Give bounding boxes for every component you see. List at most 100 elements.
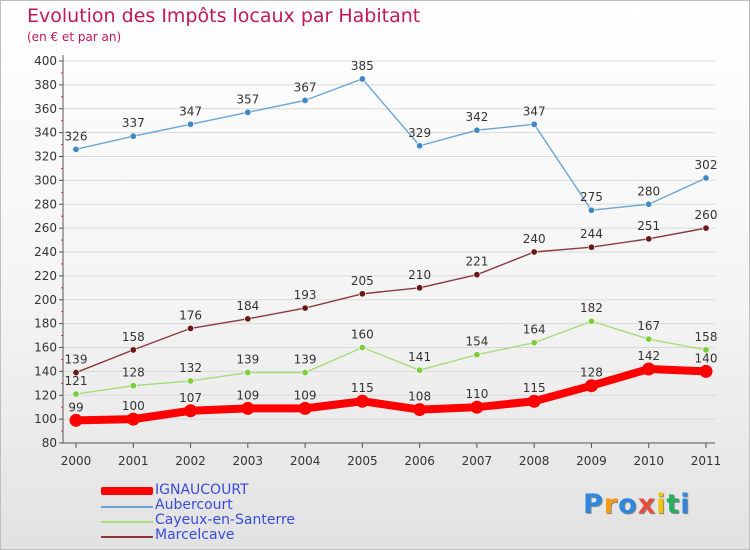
data-point-aubercourt	[72, 145, 80, 153]
data-point-cayeux-en-santerre	[244, 369, 252, 377]
data-point-marcelcave	[301, 304, 309, 312]
y-tick-label: 100	[34, 412, 57, 426]
x-tick-label: 2006	[404, 454, 435, 468]
legend-label: Marcelcave	[155, 527, 235, 543]
grid	[63, 60, 715, 444]
data-label-cayeux-en-santerre: 164	[523, 323, 546, 337]
data-point-cayeux-en-santerre	[645, 335, 653, 343]
data-label-marcelcave: 205	[351, 274, 374, 288]
data-point-ignaucourt	[470, 400, 484, 414]
data-point-cayeux-en-santerre	[301, 369, 309, 377]
data-point-ignaucourt	[184, 404, 198, 418]
data-point-aubercourt	[702, 174, 710, 182]
data-point-aubercourt	[645, 200, 653, 208]
y-tick-label: 120	[34, 388, 57, 402]
data-point-cayeux-en-santerre	[702, 346, 710, 354]
data-label-ignaucourt: 109	[236, 388, 259, 402]
data-label-cayeux-en-santerre: 132	[179, 361, 202, 375]
data-point-marcelcave	[358, 290, 366, 298]
legend-swatch-aubercourt	[101, 506, 153, 508]
proxiti-logo: Proxiti	[583, 489, 691, 520]
y-tick-label: 140	[34, 364, 57, 378]
data-label-marcelcave: 244	[580, 227, 603, 241]
y-tick-label: 300	[34, 173, 57, 187]
data-label-marcelcave: 139	[65, 353, 88, 367]
data-point-ignaucourt	[298, 401, 312, 415]
data-label-ignaucourt: 109	[294, 388, 317, 402]
x-tick-label: 2007	[462, 454, 493, 468]
data-label-marcelcave: 210	[408, 268, 431, 282]
x-axis-ticks: 2000 2001 2002 2003 2004 2005 2006 2007 2008 2009…	[61, 443, 721, 468]
y-tick-label: 360	[34, 102, 57, 116]
data-point-cayeux-en-santerre	[416, 366, 424, 374]
data-point-ignaucourt	[413, 403, 427, 417]
data-label-aubercourt: 326	[65, 129, 88, 143]
axes	[62, 55, 715, 444]
data-label-cayeux-en-santerre: 182	[580, 301, 603, 315]
data-point-marcelcave	[72, 369, 80, 377]
data-point-aubercourt	[301, 96, 309, 104]
legend-label: Aubercourt	[155, 497, 233, 513]
data-label-aubercourt: 329	[408, 126, 431, 140]
series-line-ignaucourt	[72, 364, 710, 425]
data-label-ignaucourt: 108	[408, 390, 431, 404]
y-tick-label: 200	[34, 293, 57, 307]
logo-letter: i	[656, 489, 667, 520]
y-tick-label: 260	[34, 221, 57, 235]
chart-subtitle: (en € et par an)	[27, 30, 122, 44]
value-labels: 326 337 347 357 367 385 329 342 347 275 280 302 121 1…	[65, 59, 718, 414]
data-point-aubercourt	[587, 206, 595, 214]
data-point-ignaucourt	[699, 364, 713, 378]
data-label-ignaucourt: 107	[179, 391, 202, 405]
data-label-cayeux-en-santerre: 139	[294, 353, 317, 367]
data-point-aubercourt	[129, 132, 137, 140]
data-point-marcelcave	[530, 248, 538, 256]
y-tick-label: 400	[34, 54, 57, 68]
x-tick-label: 2005	[347, 454, 378, 468]
data-label-cayeux-en-santerre: 154	[465, 335, 488, 349]
data-point-cayeux-en-santerre	[530, 339, 538, 347]
x-tick-label: 2009	[576, 454, 607, 468]
logo-letter: r	[603, 489, 619, 520]
data-label-ignaucourt: 110	[465, 387, 488, 401]
data-point-ignaucourt	[241, 401, 255, 415]
data-label-aubercourt: 280	[637, 184, 660, 198]
data-point-ignaucourt	[126, 412, 140, 426]
y-axis-ticks: 80 100 120 140 160 180 200 220 240 260 280 300 320 34…	[34, 54, 63, 450]
x-tick-label: 2000	[61, 454, 92, 468]
data-label-marcelcave: 158	[122, 330, 145, 344]
data-label-cayeux-en-santerre: 141	[408, 350, 431, 364]
data-point-aubercourt	[187, 120, 195, 128]
chart-title: Evolution des Impôts locaux par Habitant	[27, 5, 421, 27]
data-label-ignaucourt: 99	[68, 400, 83, 414]
series-line-cayeux-en-santerre	[75, 320, 707, 395]
data-point-ignaucourt	[355, 394, 369, 408]
data-point-aubercourt	[530, 120, 538, 128]
series-line-marcelcave	[75, 227, 707, 374]
data-point-ignaucourt	[584, 379, 598, 393]
data-label-aubercourt: 302	[695, 158, 718, 172]
data-point-cayeux-en-santerre	[72, 390, 80, 398]
logo-letter: P	[583, 489, 604, 520]
data-label-cayeux-en-santerre: 167	[637, 319, 660, 333]
data-label-aubercourt: 367	[294, 80, 317, 94]
data-label-marcelcave: 260	[695, 208, 718, 222]
data-point-cayeux-en-santerre	[129, 382, 137, 390]
legend-swatch-cayeux	[101, 521, 153, 523]
series-line-aubercourt	[75, 78, 707, 211]
data-label-aubercourt: 275	[580, 190, 603, 204]
data-label-marcelcave: 240	[523, 232, 546, 246]
y-tick-label: 340	[34, 126, 57, 140]
data-point-ignaucourt	[69, 413, 83, 427]
x-tick-label: 2008	[519, 454, 550, 468]
legend-label: Cayeux-en-Santerre	[155, 512, 296, 528]
data-label-aubercourt: 342	[465, 110, 488, 124]
x-tick-label: 2002	[175, 454, 206, 468]
data-point-aubercourt	[473, 126, 481, 134]
data-point-cayeux-en-santerre	[358, 343, 366, 351]
data-label-cayeux-en-santerre: 139	[236, 353, 259, 367]
data-point-marcelcave	[187, 324, 195, 332]
data-point-aubercourt	[416, 142, 424, 150]
data-label-marcelcave: 176	[179, 308, 202, 322]
data-point-marcelcave	[244, 315, 252, 323]
